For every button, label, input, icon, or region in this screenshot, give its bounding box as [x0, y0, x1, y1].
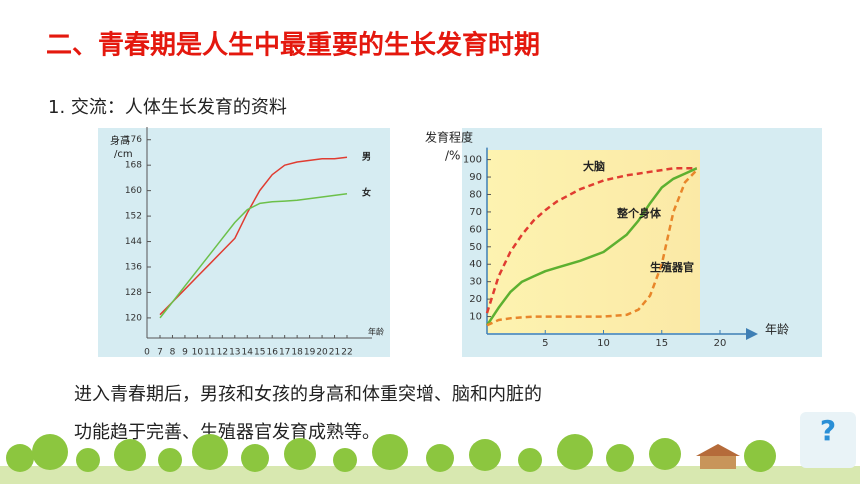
y-tick-label: 152: [125, 212, 142, 222]
series-label: 大脑: [583, 159, 605, 173]
y-tick-label: 80: [469, 189, 482, 200]
y-tick-label: 160: [125, 186, 142, 196]
x-tick-label: 20: [714, 338, 727, 349]
line-series: [159, 156, 348, 316]
y-axis-label: /%: [445, 149, 460, 163]
x-origin-label: 0: [144, 348, 150, 358]
subtitle: 1. 交流：人体生长发育的资料: [48, 97, 287, 118]
x-tick-label: 9: [182, 348, 188, 358]
x-tick-label: 17: [279, 348, 290, 358]
y-tick-label: 176: [125, 135, 142, 145]
plot-area: [487, 150, 700, 333]
y-tick-label: 70: [469, 207, 482, 218]
line-series: [485, 167, 697, 314]
y-tick-label: 120: [125, 313, 142, 323]
line-series: [485, 167, 698, 326]
x-tick-label: 10: [597, 338, 610, 349]
x-tick-label: 22: [341, 348, 352, 358]
x-tick-label: 14: [242, 348, 254, 358]
body-text: 功能趋于完善、生殖器官发育成熟等。: [74, 421, 380, 443]
y-axis-label: 发育程度: [425, 130, 473, 145]
y-tick-label: 20: [469, 294, 482, 305]
x-tick-label: 13: [229, 348, 240, 358]
y-tick-label: 30: [469, 277, 482, 288]
x-tick-label: 11: [204, 348, 215, 358]
y-tick-label: 40: [469, 259, 482, 270]
x-tick-label: 12: [217, 348, 228, 358]
x-tick-label: 18: [291, 348, 303, 358]
series-label: 生殖器官: [650, 260, 694, 274]
slide-title: 二、青春期是人生中最重要的生长发育时期: [46, 30, 540, 61]
y-tick-label: 144: [125, 237, 142, 247]
x-tick-label: 16: [266, 348, 278, 358]
line-series: [159, 193, 348, 319]
x-axis-label: 年龄: [765, 323, 789, 337]
x-tick-label: 21: [329, 348, 340, 358]
body-text: 进入青春期后，男孩和女孩的身高和体重突增、脑和内脏的: [74, 384, 542, 405]
x-tick-label: 5: [542, 338, 548, 349]
series-label: 男: [362, 152, 371, 163]
x-tick-label: 10: [192, 348, 204, 358]
y-tick-label: 168: [125, 161, 142, 171]
y-axis-label: /cm: [114, 149, 133, 160]
y-tick-label: 50: [469, 242, 482, 253]
y-tick-label: 90: [469, 172, 482, 183]
y-axis-label: 身高: [110, 134, 130, 147]
x-tick-label: 19: [304, 348, 316, 358]
x-tick-label: 15: [655, 338, 668, 349]
svg-text:?: ?: [820, 414, 836, 447]
x-tick-label: 20: [316, 348, 328, 358]
series-label: 女: [362, 187, 371, 199]
y-tick-label: 10: [469, 312, 482, 323]
x-tick-label: 8: [170, 348, 176, 358]
x-tick-label: 15: [254, 348, 265, 358]
y-tick-label: 60: [469, 224, 482, 235]
decoration: ?: [0, 412, 860, 484]
series-label: 整个身体: [616, 206, 662, 220]
x-tick-label: 7: [157, 348, 163, 358]
y-tick-label: 136: [125, 263, 142, 273]
x-axis-label: 年龄: [368, 327, 384, 337]
y-tick-label: 128: [125, 288, 142, 298]
line-series: [486, 169, 698, 327]
y-tick-label: 100: [463, 155, 482, 166]
